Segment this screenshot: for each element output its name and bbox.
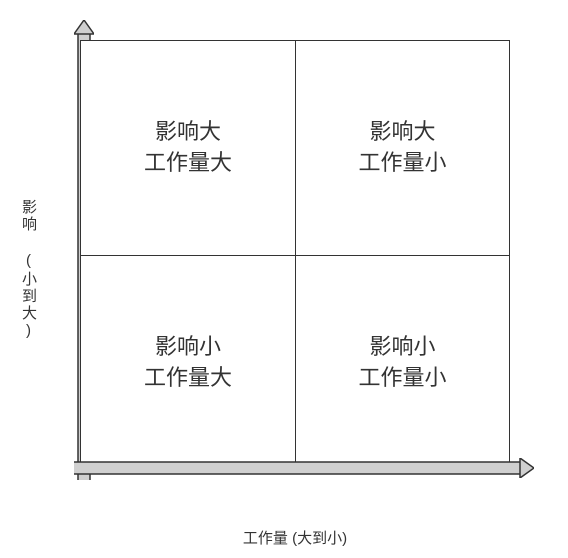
- x-axis-label: 工作量 (大到小): [243, 527, 347, 548]
- cell-text: 工作量小: [358, 363, 446, 394]
- cell-top-left: 影响大 工作量大: [80, 40, 295, 255]
- cell-text: 工作量大: [144, 148, 232, 179]
- x-axis-arrow: [74, 458, 534, 478]
- cell-text: 影响大: [369, 117, 435, 148]
- cell-text: 影响小: [155, 332, 221, 363]
- cell-bottom-left: 影响小 工作量大: [80, 255, 295, 470]
- cell-text: 影响大: [155, 117, 221, 148]
- quadrant-diagram: 影响 (小到大) 影响大 工作量大 影响大 工作量小 影响小 工作量大 影响小 …: [60, 20, 530, 520]
- cell-text: 工作量大: [144, 363, 232, 394]
- cell-text: 工作量小: [358, 148, 446, 179]
- cell-top-right: 影响大 工作量小: [295, 40, 510, 255]
- cell-text: 影响小: [369, 332, 435, 363]
- quadrant-grid: 影响大 工作量大 影响大 工作量小 影响小 工作量大 影响小 工作量小: [80, 40, 510, 470]
- y-axis-label: 影响 (小到大): [18, 199, 39, 341]
- cell-bottom-right: 影响小 工作量小: [295, 255, 510, 470]
